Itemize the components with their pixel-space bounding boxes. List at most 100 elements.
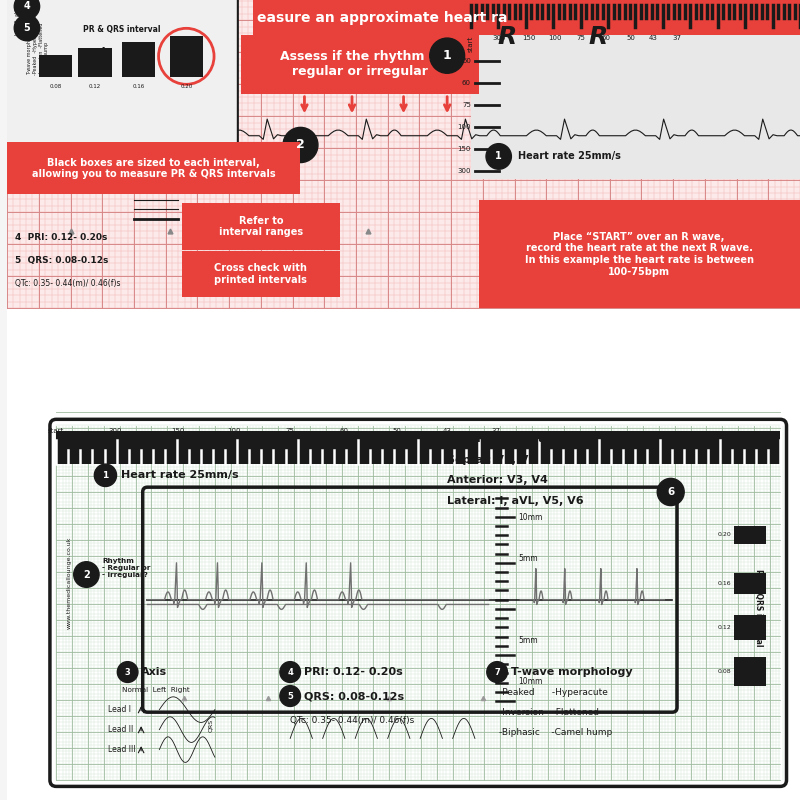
- Text: QRS: 0.08-0.12s: QRS: 0.08-0.12s: [305, 691, 405, 701]
- Circle shape: [280, 686, 301, 706]
- Text: 100: 100: [548, 35, 562, 42]
- Text: Heart rate 25mm/s: Heart rate 25mm/s: [122, 470, 239, 480]
- Text: Lateral: I, aVL, V5, V6: Lateral: I, aVL, V5, V6: [447, 496, 584, 506]
- Text: 150: 150: [458, 146, 471, 152]
- Bar: [182, 203, 340, 250]
- Text: 0.20: 0.20: [180, 83, 193, 89]
- Circle shape: [74, 562, 99, 587]
- Bar: [734, 526, 766, 544]
- Text: Inferior: II, III, aVF: Inferior: II, III, aVF: [447, 434, 562, 444]
- Text: 5mm: 5mm: [518, 554, 538, 563]
- Circle shape: [94, 464, 117, 486]
- Text: Septal: V1, V2: Septal: V1, V2: [447, 454, 536, 465]
- Text: 7: 7: [494, 667, 500, 677]
- Text: Refer to
interval ranges: Refer to interval ranges: [218, 216, 303, 238]
- Text: 75: 75: [285, 428, 294, 434]
- Text: 5: 5: [23, 23, 30, 33]
- Bar: [39, 54, 72, 77]
- Text: -Peaked      -Hyperacute: -Peaked -Hyperacute: [498, 687, 607, 697]
- Text: 4: 4: [287, 667, 293, 677]
- Circle shape: [14, 15, 40, 41]
- Circle shape: [283, 127, 318, 162]
- Text: 60: 60: [462, 80, 471, 86]
- Text: T-wave morphology: T-wave morphology: [511, 667, 633, 677]
- Text: 0.16: 0.16: [133, 83, 145, 89]
- Text: 150: 150: [171, 428, 185, 434]
- Text: QTc: 0.35- 0.44(m)/ 0.46(f)s: QTc: 0.35- 0.44(m)/ 0.46(f)s: [290, 715, 414, 725]
- Text: start: start: [48, 428, 64, 434]
- Text: PRI: 0.12- 0.20s: PRI: 0.12- 0.20s: [305, 667, 403, 677]
- Text: Axis: Axis: [141, 667, 167, 677]
- Text: QRS: QRS: [208, 719, 214, 732]
- Text: 0.12: 0.12: [718, 625, 731, 630]
- Circle shape: [280, 662, 301, 682]
- Bar: [56, 430, 780, 464]
- Text: Assess if the rhythm is
regular or irregular: Assess if the rhythm is regular or irreg…: [280, 50, 440, 78]
- Text: 100: 100: [227, 428, 240, 434]
- Text: 50: 50: [626, 35, 635, 42]
- Text: 0.08: 0.08: [718, 669, 731, 674]
- Bar: [734, 573, 766, 594]
- Bar: [78, 48, 112, 77]
- Text: 5  QRS: 0.08-0.12s: 5 QRS: 0.08-0.12s: [15, 256, 109, 265]
- Bar: [479, 200, 800, 308]
- Text: 3: 3: [125, 667, 130, 677]
- Text: Lead II: Lead II: [108, 725, 133, 734]
- Text: 300: 300: [458, 168, 471, 174]
- Text: Place “START” over an R wave,
record the heart rate at the next R wave.
In this : Place “START” over an R wave, record the…: [525, 232, 754, 277]
- Text: 150: 150: [522, 35, 535, 42]
- Text: 1: 1: [442, 49, 451, 62]
- Text: 2: 2: [83, 570, 90, 579]
- FancyBboxPatch shape: [2, 0, 238, 165]
- Text: 5mm: 5mm: [182, 186, 196, 191]
- Bar: [734, 615, 766, 641]
- Text: 60: 60: [602, 35, 610, 42]
- Text: Normal  Left  Right: Normal Left Right: [122, 687, 190, 694]
- Text: PR & QRS interval: PR & QRS interval: [754, 570, 763, 647]
- Text: 75: 75: [462, 102, 471, 108]
- Text: 5: 5: [287, 691, 293, 701]
- Text: 37: 37: [492, 428, 501, 434]
- Text: 4
5: 4 5: [99, 46, 105, 66]
- Text: Heart rate 25mm/s: Heart rate 25mm/s: [518, 151, 621, 162]
- Text: 1: 1: [495, 151, 502, 162]
- Text: -Biphasic    -Camel hump: -Biphasic -Camel hump: [498, 727, 612, 737]
- Text: 43: 43: [442, 428, 452, 434]
- Text: 300: 300: [492, 35, 506, 42]
- Bar: [471, 5, 800, 179]
- Text: 75: 75: [577, 35, 586, 42]
- Circle shape: [487, 662, 507, 682]
- Text: 0.12: 0.12: [89, 83, 102, 89]
- Bar: [7, 0, 800, 308]
- Text: 50: 50: [392, 428, 401, 434]
- Bar: [7, 142, 301, 194]
- Text: start: start: [468, 35, 474, 51]
- Text: 43: 43: [649, 35, 658, 42]
- Text: 6: 6: [667, 487, 674, 497]
- Circle shape: [486, 144, 511, 170]
- Text: Black boxes are sized to each interval,
allowing you to measure PR & QRS interva: Black boxes are sized to each interval, …: [32, 158, 276, 179]
- Bar: [7, 308, 800, 800]
- Text: PR & QRS interval: PR & QRS interval: [83, 25, 161, 34]
- Bar: [122, 42, 155, 77]
- Text: 4: 4: [23, 2, 30, 11]
- Text: 1: 1: [102, 471, 109, 480]
- Bar: [170, 35, 203, 77]
- Text: Lead I: Lead I: [108, 705, 131, 714]
- Text: Anterior: V3, V4: Anterior: V3, V4: [447, 475, 548, 486]
- Text: 0.08: 0.08: [50, 83, 62, 89]
- Text: 0.16: 0.16: [718, 581, 731, 586]
- Text: 2: 2: [296, 138, 305, 151]
- Text: Rhythm
- Regular or
- irregular?: Rhythm - Regular or - irregular?: [102, 558, 150, 578]
- Text: 4  PRI: 0.12- 0.20s: 4 PRI: 0.12- 0.20s: [15, 233, 107, 242]
- Text: 10mm: 10mm: [518, 677, 543, 686]
- Text: Lead III: Lead III: [108, 745, 135, 754]
- Text: QTc: 0.35- 0.44(m)/ 0.46(f)s: QTc: 0.35- 0.44(m)/ 0.46(f)s: [15, 279, 121, 288]
- Text: easure an approximate heart ra: easure an approximate heart ra: [257, 11, 507, 25]
- Text: 100: 100: [458, 124, 471, 130]
- Text: T-wave morphology
-Peaked  -Hyperacute
-Inversion  -Flattened
-Camel hump: T-wave morphology -Peaked -Hyperacute -I…: [27, 22, 50, 74]
- Text: Cross check with
printed intervals: Cross check with printed intervals: [214, 263, 307, 285]
- Bar: [253, 0, 800, 34]
- Text: R: R: [497, 26, 516, 50]
- Text: 50: 50: [462, 58, 471, 64]
